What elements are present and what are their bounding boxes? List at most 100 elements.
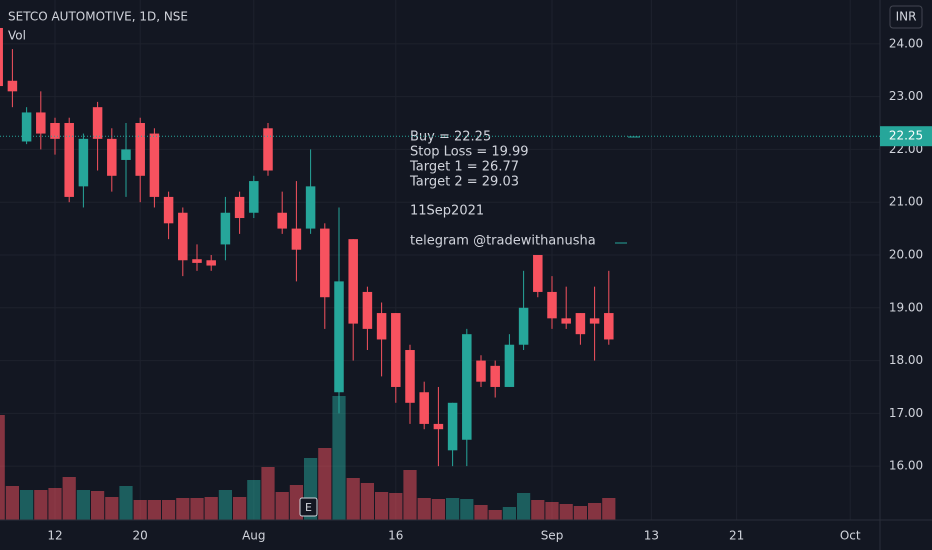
price-label-box xyxy=(880,126,932,147)
x-tick-label: 12 xyxy=(47,529,62,543)
y-tick-label: 19.00 xyxy=(889,300,923,314)
candle-body xyxy=(163,196,174,224)
candle-body xyxy=(305,186,316,229)
volume-bar xyxy=(488,510,502,520)
volume-bar xyxy=(446,498,460,520)
candle-body xyxy=(178,212,188,261)
volume-bar xyxy=(261,467,275,520)
volume-bar xyxy=(403,470,417,520)
volume-bar xyxy=(602,498,616,520)
volume-bar xyxy=(133,500,147,520)
candle-body xyxy=(0,27,3,87)
y-tick-label: 21.00 xyxy=(889,195,923,209)
candle-body xyxy=(78,138,89,187)
candles xyxy=(0,27,614,467)
x-tick-label: 20 xyxy=(133,529,148,543)
chart-title: SETCO AUTOMOTIVE, 1D, NSE xyxy=(8,10,188,24)
volume-bar xyxy=(559,504,573,520)
candle-body xyxy=(206,260,216,266)
event-marker-box[interactable] xyxy=(299,497,318,517)
currency-button[interactable] xyxy=(889,5,923,29)
annotation: Stop Loss = 19.99 xyxy=(410,145,529,160)
volume-bar xyxy=(474,505,488,520)
volume-bar xyxy=(389,493,403,520)
candle-body xyxy=(391,313,401,387)
candle-body xyxy=(277,212,287,229)
volume-bar xyxy=(62,477,76,520)
candle-body xyxy=(249,181,259,213)
candle-body xyxy=(462,334,472,440)
x-tick-label: Aug xyxy=(242,529,265,543)
candle-body xyxy=(121,149,131,160)
volume-bar xyxy=(20,490,34,520)
candle-body xyxy=(220,212,231,245)
candle-body xyxy=(263,128,273,171)
volume-bar xyxy=(417,498,431,520)
candle-body xyxy=(21,112,32,142)
volume-bar xyxy=(91,491,105,520)
candle-body xyxy=(92,107,103,139)
volume-bar xyxy=(531,500,545,520)
candle-body xyxy=(589,318,600,324)
candle-body xyxy=(433,423,444,430)
volume-bar xyxy=(34,490,48,520)
candle-body xyxy=(348,239,358,324)
x-tick-label: 21 xyxy=(729,529,744,543)
volume-bar xyxy=(162,500,176,520)
candle-body xyxy=(504,344,515,387)
volume-bar xyxy=(0,415,5,520)
annotation: 11Sep2021 xyxy=(410,204,484,219)
grid xyxy=(0,0,880,520)
candle-body xyxy=(490,365,500,387)
currency[interactable]: INR xyxy=(896,10,917,24)
volume-bar xyxy=(545,502,559,520)
y-tick-label: 24.00 xyxy=(889,36,923,50)
candle-body xyxy=(447,402,458,451)
volume-bar xyxy=(360,483,374,520)
x-tick-label: Sep xyxy=(541,529,564,543)
volume-bar xyxy=(176,498,190,520)
candle-body xyxy=(192,259,202,263)
candle-body xyxy=(604,313,614,340)
volume-bar xyxy=(318,448,332,520)
event-marker[interactable]: E xyxy=(305,501,312,514)
volume-bar xyxy=(147,500,161,520)
x-tick-label: 13 xyxy=(644,529,659,543)
volume-label: Vol xyxy=(8,29,26,43)
candle-body xyxy=(575,313,586,335)
candle-body xyxy=(291,228,302,250)
candle-body xyxy=(320,228,330,298)
volume-bar xyxy=(431,499,445,520)
annotation: Buy = 22.25 xyxy=(410,130,491,145)
volume-bar xyxy=(375,492,389,520)
volume-pane xyxy=(0,396,616,520)
candle-body xyxy=(405,350,415,403)
x-tick-label: Oct xyxy=(840,529,861,543)
x-tick-label: 16 xyxy=(388,529,403,543)
candle-body xyxy=(36,112,46,134)
candle-body xyxy=(561,318,571,324)
y-tick-label: 20.00 xyxy=(889,247,923,261)
volume-bar xyxy=(119,486,133,520)
candle-body xyxy=(64,123,74,197)
volume-bar xyxy=(346,478,360,520)
volume-bar xyxy=(573,506,587,520)
y-tick-label: 18.00 xyxy=(889,353,923,367)
volume-bar xyxy=(48,488,62,520)
candle-body xyxy=(7,80,18,92)
candle-body xyxy=(149,133,160,197)
volume-bar xyxy=(517,493,531,520)
annotation: Target 2 = 29.03 xyxy=(409,175,519,190)
volume-bar xyxy=(76,490,90,520)
y-tick-label: 17.00 xyxy=(889,406,923,420)
volume-bar xyxy=(233,497,247,520)
price-label: 22.25 xyxy=(889,129,923,143)
annotation: telegram @tradewithanusha xyxy=(410,234,596,249)
candle-body xyxy=(518,307,529,345)
volume-bar xyxy=(588,503,602,520)
annotation: Target 1 = 26.77 xyxy=(409,160,519,175)
candle-body xyxy=(362,291,373,329)
candle-body xyxy=(547,291,557,319)
